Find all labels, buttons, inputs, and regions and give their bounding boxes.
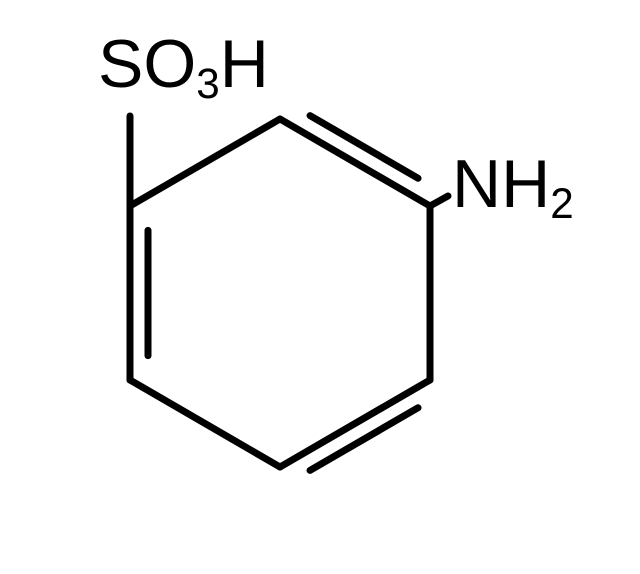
- atom-label-so3h: SO3H: [98, 30, 269, 98]
- molecule-canvas: SO3H NH2: [0, 0, 640, 574]
- molecule-svg: [0, 0, 640, 574]
- atom-label-nh2: NH2: [452, 150, 574, 218]
